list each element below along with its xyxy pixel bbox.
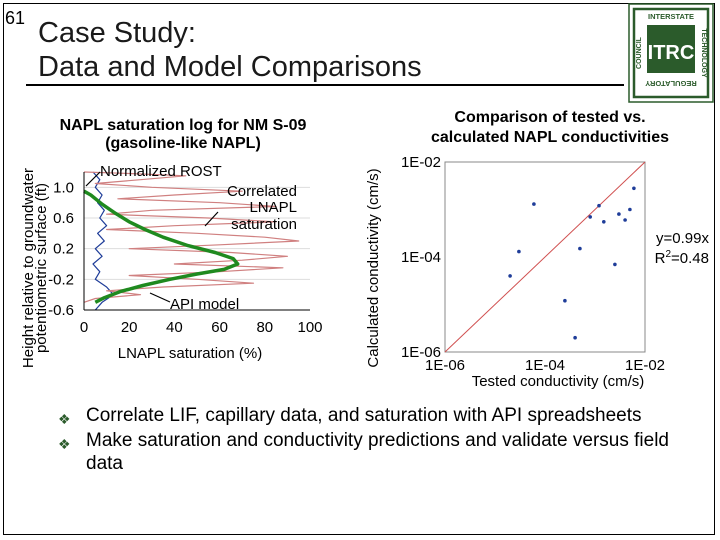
chart1-x-tick-label: 80 [256,319,273,336]
chart2-xlabel: Tested conductivity (cm/s) [472,373,645,390]
napl-log-chart: NAPL saturation log for NM S-09 (gasolin… [20,117,323,368]
bullet-text: Correlate LIF, capillary data, and satur… [86,405,642,426]
bullet-list: ❖ Correlate LIF, capillary data, and sat… [58,404,678,477]
chart1-y-tick-label: -0.6 [48,302,74,319]
chart2-data-point [517,249,521,254]
chart1-x-tick-label: 60 [211,319,228,336]
logo-left-text: COUNCIL [636,36,643,69]
chart2-data-point [632,186,636,191]
chart2-points [508,186,636,340]
chart2-data-point [588,215,592,219]
api-model-series-line [83,189,240,304]
chart1-y-tick-label: 1.0 [53,179,74,196]
slide-frame [3,3,715,535]
chart2-data-point [617,212,621,216]
chart1-x-tick-label: 40 [166,319,183,336]
correlated-saturation-series-line [83,171,300,303]
chart2-annotation-eq: y=0.99x [656,230,709,247]
logo-top-text: INTERSTATE [648,12,694,21]
chart1-x-tick-label: 20 [121,319,138,336]
chart1-x-tick-label: 100 [297,319,322,336]
chart2-subtitle: calculated NAPL conductivities [431,129,669,146]
chart2-data-point [563,298,567,303]
diamond-bullet-icon: ❖ [58,436,71,452]
chart1-y-tick-label: -0.2 [48,271,74,288]
chart2-y-tick-label: 1E-02 [401,154,441,171]
api-pointer [149,292,171,303]
bullet-text: Make saturation and conductivity predict… [86,430,669,474]
title-line-2: Data and Model Comparisons [38,51,422,83]
chart1-annotation-rost: Normalized ROST [100,163,222,180]
chart1-series [83,171,300,311]
chart1-ylabel-line1: Height relative to groundwater [20,168,37,368]
chart2-x-tick-label: 1E-06 [425,357,465,374]
chart2-x-tick-label: 1E-02 [625,357,665,374]
chart1-title: NAPL saturation log for NM S-09 [60,117,307,134]
bullet-item: ❖ Correlate LIF, capillary data, and sat… [58,404,678,427]
chart1-subtitle: (gasoline-like NAPL) [105,135,261,152]
rost-series-line [92,171,114,311]
chart2-ticks: 1E-06 1E-04 1E-02 1E-02 1E-04 1E-06 [401,154,665,374]
chart2-fit-line-path [444,161,646,353]
chart1-annotation-lnapl: LNAPL [249,199,297,216]
chart1-y-tick-label: 0.2 [53,241,74,258]
chart1-x-tick-label: 0 [80,319,88,336]
chart2-data-point [628,207,632,212]
chart2-data-point [613,262,617,267]
logo-bottom-text: REGULATORY [645,79,697,88]
rost-pointer [85,171,101,187]
chart1-y-tick-label: 0.6 [53,210,74,227]
chart1-xlabel: LNAPL saturation (%) [118,345,263,362]
diamond-bullet-icon: ❖ [58,411,71,427]
chart2-y-tick-label: 1E-06 [401,344,441,361]
title-line-1: Case Study: [38,17,196,49]
chart2-data-point [597,203,601,208]
chart2-y-tick-label: 1E-04 [401,249,441,266]
chart1-ticks: 1.0 0.6 0.2 -0.2 -0.6 0 20 40 60 80 100 [48,179,322,336]
chart2-data-point [623,218,627,222]
slide-number: 61 [5,8,26,28]
chart2-data-point [602,220,606,224]
chart2-title: Comparison of tested vs. [454,109,645,126]
itrc-logo: INTERSTATE REGULATORY TECHNOLOGY COUNCIL… [628,3,714,103]
title-divider [26,84,624,86]
chart2-annotation-r2: R2=0.48 [655,249,709,267]
chart2-data-point [532,202,536,206]
chart2-data-point [578,246,582,251]
chart1-ylabel-line2: potentiometric surface (ft) [33,183,50,353]
correlated-pointer [204,211,219,227]
chart2-ylabel: Calculated conductivity (cm/s) [365,168,382,367]
logo-center-text: ITRC [648,42,695,64]
chart1-annotation-correlated: Correlated [227,183,297,200]
chart2-fit-line [444,161,646,353]
logo-right-text: TECHNOLOGY [700,28,707,78]
chart2-data-point [508,274,512,278]
slide-title: Case Study: Data and Model Comparisons [38,16,422,84]
conductivity-chart: Comparison of tested vs. calculated NAPL… [365,109,709,390]
chart2-x-tick-label: 1E-04 [525,357,565,374]
bullet-item: ❖ Make saturation and conductivity predi… [58,429,678,475]
chart1-annotation-api: API model [170,296,239,313]
chart1-annotation-saturation: saturation [231,216,297,233]
chart2-data-point [573,335,577,340]
